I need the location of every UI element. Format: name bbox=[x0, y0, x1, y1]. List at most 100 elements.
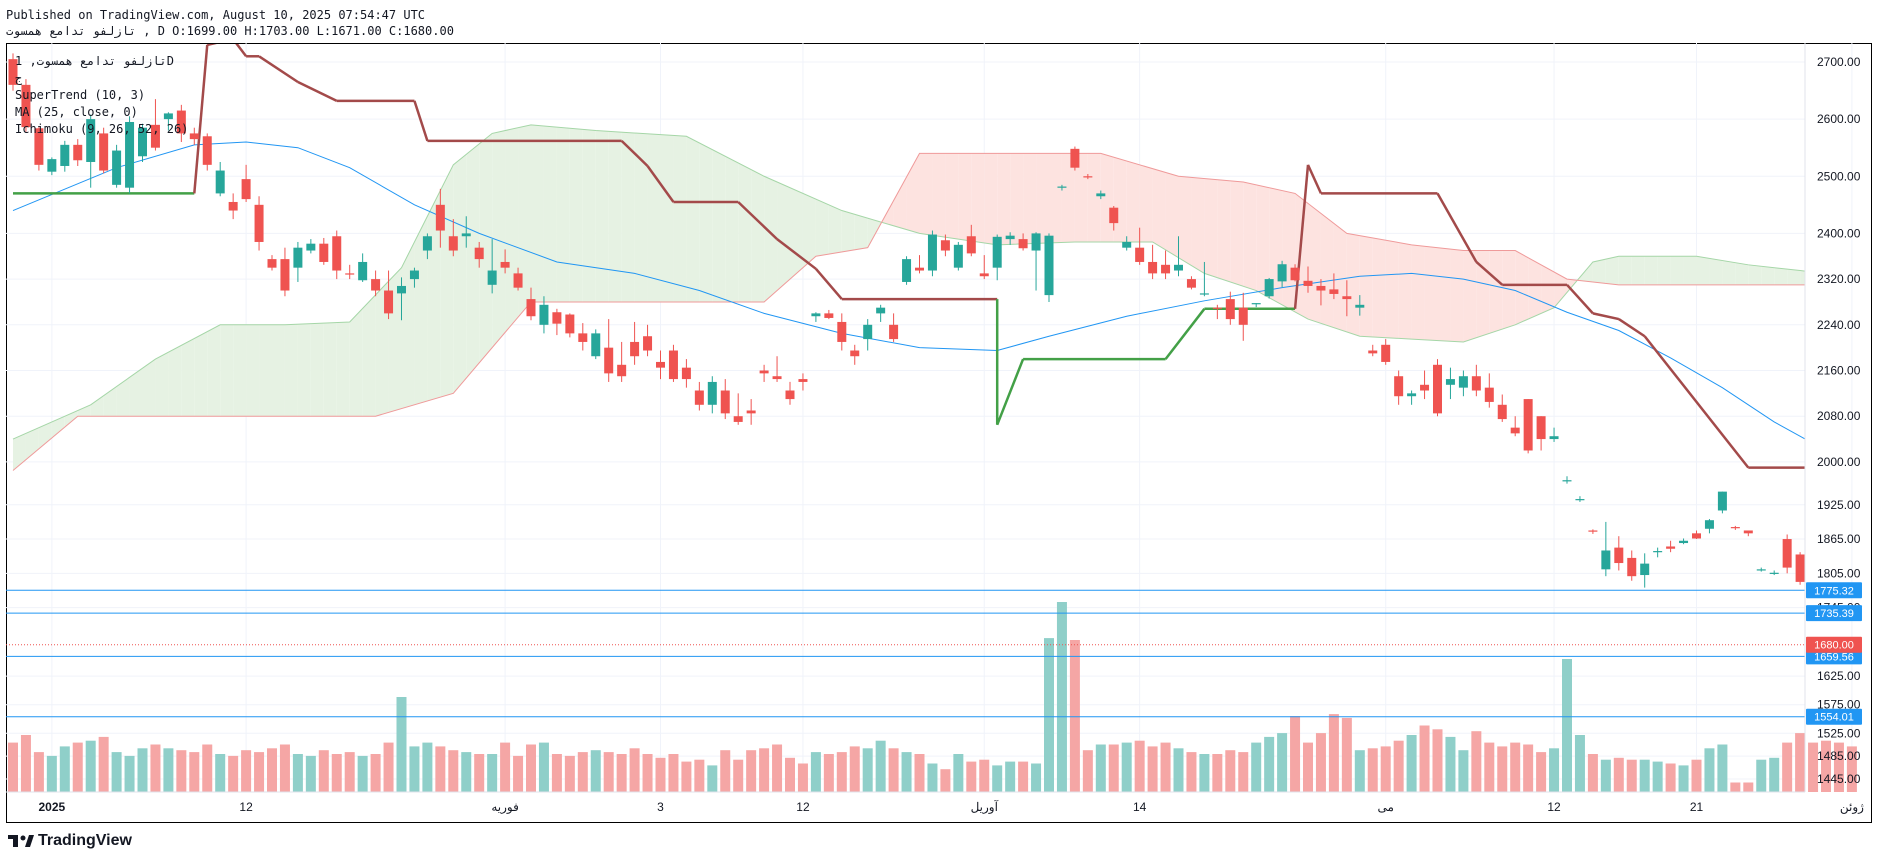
candle-body[interactable] bbox=[1575, 499, 1585, 501]
candle-body[interactable] bbox=[422, 236, 432, 251]
candle-body[interactable] bbox=[228, 201, 238, 211]
candle-body[interactable] bbox=[565, 314, 575, 334]
candle-body[interactable] bbox=[526, 299, 536, 317]
candle-body[interactable] bbox=[73, 144, 83, 161]
candle-body[interactable] bbox=[1212, 307, 1222, 309]
candle-body[interactable] bbox=[487, 270, 497, 285]
candle-body[interactable] bbox=[1199, 293, 1209, 295]
legend-ma[interactable]: MA (25, close, 0) bbox=[15, 105, 138, 119]
chart-frame[interactable] bbox=[6, 43, 1872, 823]
candle-body[interactable] bbox=[500, 261, 510, 268]
candle-body[interactable] bbox=[1497, 404, 1507, 420]
candle-body[interactable] bbox=[138, 127, 147, 157]
candle-body[interactable] bbox=[1109, 207, 1119, 224]
candle-body[interactable] bbox=[409, 270, 419, 280]
candle-body[interactable] bbox=[461, 233, 471, 237]
candle-body[interactable] bbox=[992, 236, 1002, 268]
candle-body[interactable] bbox=[435, 204, 445, 231]
candle-body[interactable] bbox=[34, 128, 44, 165]
candle-body[interactable] bbox=[176, 110, 186, 134]
candle-body[interactable] bbox=[1756, 569, 1766, 571]
candle-body[interactable] bbox=[1407, 393, 1417, 397]
candle-body[interactable] bbox=[1096, 193, 1106, 197]
candle-body[interactable] bbox=[1122, 241, 1132, 248]
price-badge[interactable] bbox=[1806, 582, 1862, 599]
candle-body[interactable] bbox=[1679, 540, 1689, 544]
candle-body[interactable] bbox=[1186, 279, 1196, 288]
candle-body[interactable] bbox=[1523, 399, 1533, 451]
candle-body[interactable] bbox=[345, 273, 355, 275]
candle-body[interactable] bbox=[293, 247, 303, 268]
candle-body[interactable] bbox=[1549, 436, 1559, 440]
candle-body[interactable] bbox=[1640, 563, 1650, 576]
candle-body[interactable] bbox=[163, 113, 173, 120]
candle-body[interactable] bbox=[448, 236, 458, 251]
candle-body[interactable] bbox=[1251, 303, 1261, 305]
candle-body[interactable] bbox=[733, 416, 743, 422]
candle-body[interactable] bbox=[539, 304, 549, 325]
candle-body[interactable] bbox=[850, 350, 860, 357]
candle-body[interactable] bbox=[1070, 148, 1080, 168]
candle-body[interactable] bbox=[1614, 547, 1624, 564]
candle-body[interactable] bbox=[306, 243, 316, 251]
candle-body[interactable] bbox=[358, 261, 368, 281]
legend-supertrend[interactable]: SuperTrend (10, 3) bbox=[15, 88, 146, 102]
candle-body[interactable] bbox=[940, 240, 950, 251]
candle-body[interactable] bbox=[617, 364, 627, 377]
candle-body[interactable] bbox=[1303, 280, 1313, 286]
candle-body[interactable] bbox=[902, 259, 912, 282]
candle-body[interactable] bbox=[8, 59, 18, 85]
candle-body[interactable] bbox=[915, 267, 924, 271]
candle-body[interactable] bbox=[1148, 261, 1158, 274]
candle-body[interactable] bbox=[966, 236, 976, 254]
candle-body[interactable] bbox=[798, 379, 808, 382]
candle-body[interactable] bbox=[1627, 557, 1637, 577]
candle-body[interactable] bbox=[384, 290, 394, 314]
candle-body[interactable] bbox=[681, 367, 691, 380]
candle-body[interactable] bbox=[332, 236, 342, 271]
candle-body[interactable] bbox=[60, 144, 70, 166]
candle-body[interactable] bbox=[267, 259, 277, 268]
candle-body[interactable] bbox=[1536, 416, 1546, 440]
candle-body[interactable] bbox=[1381, 344, 1391, 362]
candle-body[interactable] bbox=[772, 376, 782, 380]
candle-body[interactable] bbox=[837, 321, 847, 342]
candle-body[interactable] bbox=[1174, 264, 1183, 271]
candle-body[interactable] bbox=[694, 390, 704, 405]
candle-body[interactable] bbox=[656, 361, 665, 368]
candle-body[interactable] bbox=[319, 243, 329, 262]
candle-body[interactable] bbox=[927, 234, 937, 271]
candle-body[interactable] bbox=[1018, 239, 1028, 249]
candle-body[interactable] bbox=[707, 381, 717, 405]
candle-body[interactable] bbox=[578, 333, 588, 342]
candle-body[interactable] bbox=[1433, 364, 1442, 414]
candle-body[interactable] bbox=[1057, 186, 1067, 188]
price-badge[interactable] bbox=[1806, 605, 1862, 622]
candle-body[interactable] bbox=[1355, 304, 1365, 308]
candle-body[interactable] bbox=[1717, 491, 1727, 511]
candle-body[interactable] bbox=[889, 324, 899, 340]
candle-body[interactable] bbox=[1653, 551, 1663, 553]
price-badge[interactable] bbox=[1806, 708, 1862, 725]
candle-body[interactable] bbox=[746, 410, 756, 414]
candle-body[interactable] bbox=[824, 313, 834, 318]
candle-body[interactable] bbox=[1588, 530, 1598, 532]
price-badge[interactable] bbox=[1806, 636, 1862, 653]
candle-body[interactable] bbox=[1666, 546, 1676, 549]
candle-body[interactable] bbox=[1704, 520, 1714, 529]
candle-body[interactable] bbox=[1083, 176, 1093, 178]
candle-body[interactable] bbox=[1394, 376, 1404, 397]
candle-body[interactable] bbox=[759, 370, 769, 374]
candle-body[interactable] bbox=[643, 336, 653, 351]
candle-body[interactable] bbox=[1601, 550, 1611, 570]
tradingview-logo[interactable]: TradingView bbox=[8, 830, 132, 852]
candle-body[interactable] bbox=[1005, 235, 1015, 240]
candle-body[interactable] bbox=[1420, 384, 1430, 391]
candle-body[interactable] bbox=[979, 273, 989, 277]
candle-body[interactable] bbox=[371, 279, 381, 291]
candle-body[interactable] bbox=[1290, 267, 1300, 281]
candle-body[interactable] bbox=[474, 247, 484, 260]
candle-body[interactable] bbox=[1329, 289, 1339, 294]
candle-body[interactable] bbox=[1445, 379, 1455, 385]
